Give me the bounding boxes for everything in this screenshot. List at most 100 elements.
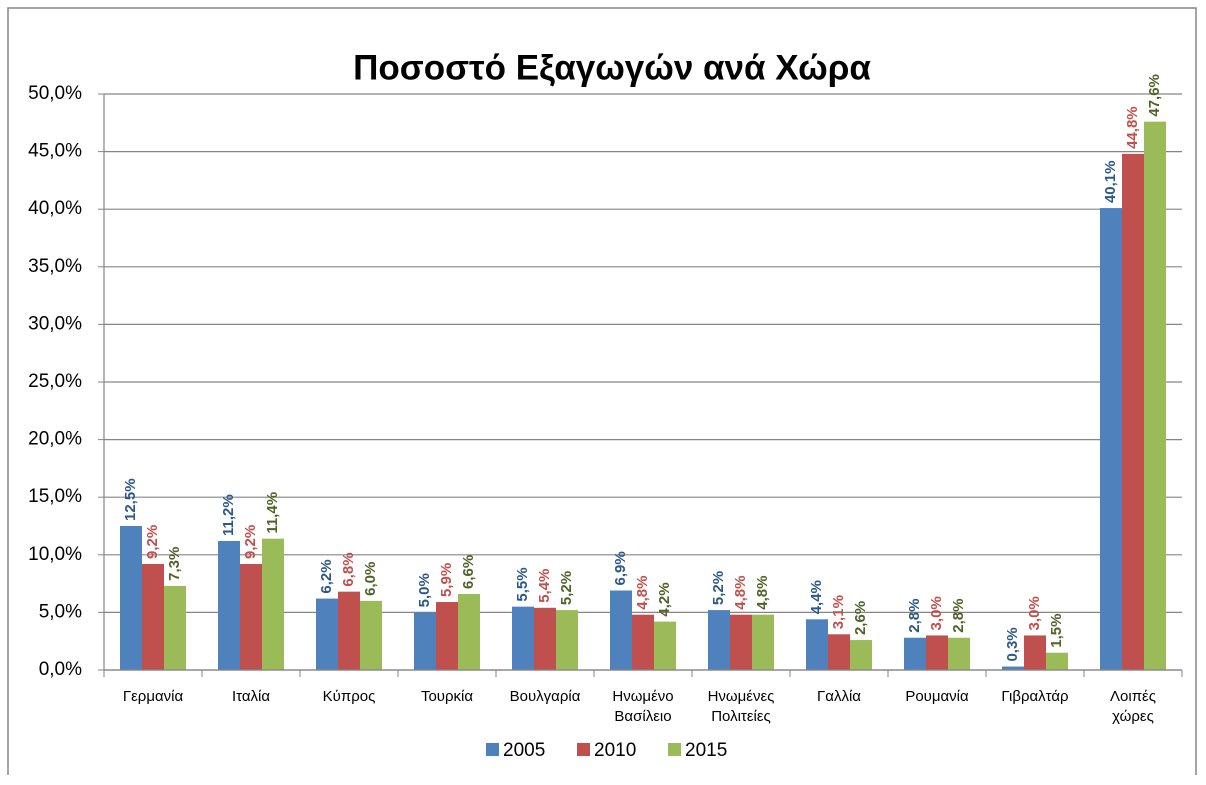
bar (610, 590, 632, 670)
data-label: 0,3% (1004, 627, 1021, 661)
bar (806, 619, 828, 670)
data-label: 6,6% (460, 555, 477, 589)
x-tick-label: Ιταλία (232, 688, 270, 705)
bar (730, 614, 752, 670)
data-label: 12,5% (122, 478, 139, 521)
x-tick-label: Ηνωμένες Πολιτείες (708, 688, 775, 725)
bar (1024, 635, 1046, 670)
data-label: 3,0% (928, 596, 945, 630)
bar (850, 640, 872, 670)
data-label: 1,5% (1048, 614, 1065, 648)
data-label: 44,8% (1124, 106, 1141, 149)
y-tick-label: 35,0% (28, 256, 82, 277)
bar (316, 598, 338, 670)
bar (1144, 121, 1166, 670)
y-tick-label: 30,0% (28, 313, 82, 334)
bar (240, 564, 262, 670)
y-tick-label: 20,0% (28, 429, 82, 450)
bar (926, 635, 948, 670)
data-label: 2,8% (950, 599, 967, 633)
bar (436, 602, 458, 670)
bar (414, 612, 436, 670)
bar (948, 637, 970, 670)
y-tick-label: 0,0% (39, 659, 82, 680)
bar (556, 610, 578, 670)
x-tick-label: Γιβραλτάρ (1001, 688, 1068, 705)
bar (534, 607, 556, 670)
chart-frame (7, 7, 1197, 775)
x-tick-label: Βουλγαρία (510, 688, 581, 705)
x-tick-label-line: Βασίλειο (614, 708, 671, 725)
bar (262, 538, 284, 670)
bar (120, 526, 142, 670)
data-label: 6,2% (318, 559, 335, 593)
y-tick-label: 10,0% (28, 544, 82, 565)
bar (1046, 652, 1068, 670)
bar (904, 637, 926, 670)
data-label: 2,8% (906, 599, 923, 633)
x-tick-label: Κύπρος (323, 688, 376, 705)
data-label: 9,2% (242, 525, 259, 559)
y-tick-label: 5,0% (39, 601, 82, 622)
data-label: 2,6% (852, 601, 869, 635)
bar (708, 610, 730, 670)
x-tick-label-line: Ηνωμένο (612, 688, 673, 705)
data-label: 5,0% (416, 573, 433, 607)
bar (1002, 666, 1024, 670)
bar (1122, 153, 1144, 671)
legend-label: 2015 (685, 740, 727, 761)
x-tick-label-line: Λοιπές (1110, 688, 1156, 705)
bar (752, 614, 774, 670)
x-tick-label: Γερμανία (123, 688, 184, 705)
bar (218, 540, 240, 670)
legend-label: 2010 (594, 740, 636, 761)
legend-swatch (486, 743, 499, 756)
data-label: 4,2% (656, 582, 673, 616)
data-label: 5,2% (558, 571, 575, 605)
x-tick-label: Τουρκία (421, 688, 473, 705)
data-label: 47,6% (1146, 74, 1163, 117)
bar (654, 621, 676, 670)
bar (828, 634, 850, 670)
x-tick-label: Λοιπές χώρες (1110, 688, 1156, 725)
data-label: 5,2% (710, 571, 727, 605)
data-label: 40,1% (1102, 161, 1119, 204)
x-tick-label-line: χώρες (1112, 708, 1154, 725)
data-label: 3,1% (830, 595, 847, 629)
legend-label: 2005 (503, 740, 545, 761)
legend-swatch (577, 743, 590, 756)
data-label: 11,4% (264, 492, 281, 534)
legend-swatch (668, 743, 681, 756)
data-label: 5,4% (536, 569, 553, 603)
y-tick-label: 45,0% (28, 141, 82, 162)
bar (512, 606, 534, 670)
x-tick-label: Ηνωμένο Βασίλειο (612, 688, 673, 725)
data-label: 4,8% (754, 576, 771, 610)
x-tick-label-line: Πολιτείες (711, 708, 771, 725)
y-tick-label: 25,0% (28, 371, 82, 392)
data-label: 3,0% (1026, 596, 1043, 630)
x-tick-label: Ρουμανία (905, 688, 969, 705)
data-label: 6,9% (612, 551, 629, 585)
bar (458, 593, 480, 670)
chart-title: Ποσοστό Εξαγωγών ανά Χώρα (353, 48, 871, 87)
data-label: 11,2% (220, 494, 237, 536)
bar (1100, 208, 1122, 670)
data-label: 5,5% (514, 567, 531, 601)
bar (360, 600, 382, 670)
bar (164, 585, 186, 670)
data-label: 6,0% (362, 562, 379, 596)
bar (338, 591, 360, 670)
y-tick-label: 50,0% (28, 83, 82, 104)
y-tick-label: 15,0% (28, 486, 82, 507)
bar (142, 564, 164, 670)
bar (632, 614, 654, 670)
data-label: 4,8% (634, 576, 651, 610)
x-tick-label-line: Ηνωμένες (708, 688, 775, 705)
data-label: 4,8% (732, 576, 749, 610)
x-tick-label: Γαλλία (817, 688, 861, 705)
data-label: 6,8% (340, 552, 357, 586)
data-label: 4,4% (808, 580, 825, 614)
y-tick-label: 40,0% (28, 198, 82, 219)
